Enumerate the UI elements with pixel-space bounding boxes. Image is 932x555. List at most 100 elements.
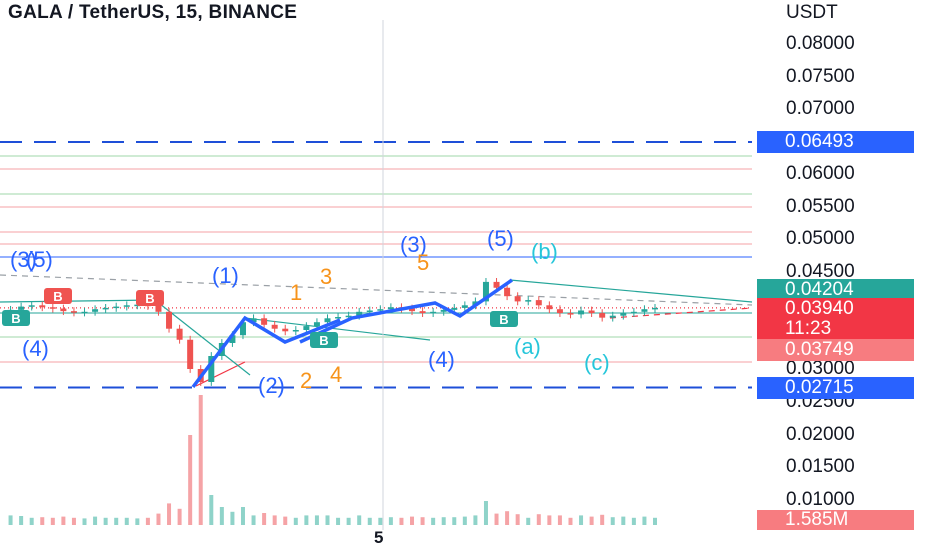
volume-bar xyxy=(410,516,415,525)
volume-bar xyxy=(219,507,224,525)
candle-body xyxy=(70,311,77,313)
volume-bar xyxy=(483,501,488,525)
candle-body xyxy=(313,322,320,327)
candle-body xyxy=(324,318,331,323)
candle-body xyxy=(514,296,521,302)
volume-bar xyxy=(642,516,647,525)
volume-bar xyxy=(336,517,341,525)
candle-body xyxy=(430,311,437,314)
volume-bar xyxy=(293,517,298,525)
wave-label: (3) xyxy=(10,247,37,272)
candle-body xyxy=(482,281,489,302)
volume-bar xyxy=(82,518,87,525)
volume-bar xyxy=(547,515,552,525)
candle-body xyxy=(652,307,658,310)
price-tick: 0.07000 xyxy=(786,98,855,119)
price-tick: 0.01000 xyxy=(786,489,855,510)
candle-body xyxy=(187,339,194,369)
candle-body xyxy=(335,317,342,319)
candle-body xyxy=(578,310,585,315)
candle-body xyxy=(630,311,637,314)
volume-bar xyxy=(388,517,393,525)
volume-bar xyxy=(600,514,605,525)
volume-bar xyxy=(124,517,129,525)
price-tick: 0.03000 xyxy=(786,358,855,379)
price-tick: 0.05500 xyxy=(786,196,855,217)
volume-bar xyxy=(610,517,615,525)
buy-marker-badge xyxy=(490,311,518,327)
wave-label: (b) xyxy=(531,239,558,264)
candle-body xyxy=(525,300,532,302)
volume-bar xyxy=(93,516,98,525)
volume-bar xyxy=(145,517,150,525)
volume-bar xyxy=(19,516,24,525)
volume-bar xyxy=(240,507,245,525)
price-tick: 0.01500 xyxy=(786,456,855,477)
wave-label: (3) xyxy=(400,232,427,257)
volume-bar xyxy=(304,515,309,525)
volume-bar xyxy=(431,517,436,525)
candle-body xyxy=(81,311,88,314)
wave-label: (4) xyxy=(428,347,455,372)
buy-markers: B B B B B xyxy=(2,288,518,348)
volume-bar xyxy=(262,513,267,525)
volume-bar xyxy=(367,517,372,525)
volume-bar xyxy=(473,515,478,525)
volume-bar xyxy=(441,517,446,525)
price-axis-unit: USDT xyxy=(786,2,838,23)
wave-label: (1) xyxy=(212,263,239,288)
volume-bar xyxy=(452,517,457,525)
buy-marker-label: B xyxy=(145,291,154,306)
candle-body xyxy=(303,326,310,330)
price-tick: 0.06000 xyxy=(786,163,855,184)
volume-bar xyxy=(621,516,626,525)
wave-label: (4) xyxy=(22,336,49,361)
fib-levels xyxy=(0,20,753,530)
resistance-badge: 0.04204 xyxy=(757,279,914,301)
candle-body xyxy=(18,306,25,310)
volume-bar xyxy=(378,517,383,525)
wave-label: 2 xyxy=(300,368,312,393)
candle-body xyxy=(588,310,595,314)
volume-bar xyxy=(135,518,140,525)
volume-bar xyxy=(50,517,55,525)
candle-body xyxy=(556,309,563,314)
volume-bar xyxy=(557,515,562,525)
candle-body xyxy=(546,305,553,310)
buy-marker-label: B xyxy=(53,289,62,304)
candle-body xyxy=(641,309,648,312)
candle-body xyxy=(461,305,468,308)
candle-body xyxy=(123,305,130,307)
trend-line xyxy=(0,274,753,306)
volume-bar xyxy=(579,515,584,525)
volume-bar xyxy=(209,495,214,525)
volume-bar xyxy=(515,514,520,525)
candle-body xyxy=(49,307,56,309)
volume-bar xyxy=(631,517,636,525)
candle-body xyxy=(599,313,606,318)
impulse-wave xyxy=(299,278,513,344)
candle-body xyxy=(620,313,627,316)
candle-body xyxy=(409,308,416,312)
candle-body xyxy=(440,309,447,312)
support-badge: 0.03749 xyxy=(757,339,914,361)
candle-body xyxy=(282,328,289,332)
countdown-badge: 11:23 xyxy=(757,318,914,339)
volume-bar xyxy=(589,516,594,525)
candle-body xyxy=(535,300,542,306)
wave-label: (a) xyxy=(514,334,541,359)
candle-body xyxy=(567,313,574,315)
candle-body xyxy=(609,315,616,318)
wave-label: 5 xyxy=(417,250,429,275)
candle-body xyxy=(387,307,394,310)
volume-bar xyxy=(29,517,34,525)
volume-bar xyxy=(272,515,277,525)
volume-bar xyxy=(346,517,351,525)
price-tick: 0.05000 xyxy=(786,228,855,249)
time-tick: 5 xyxy=(374,528,384,547)
trend-line xyxy=(0,299,156,303)
price-tick: 0.07500 xyxy=(786,66,855,87)
volume-bar xyxy=(230,511,235,525)
